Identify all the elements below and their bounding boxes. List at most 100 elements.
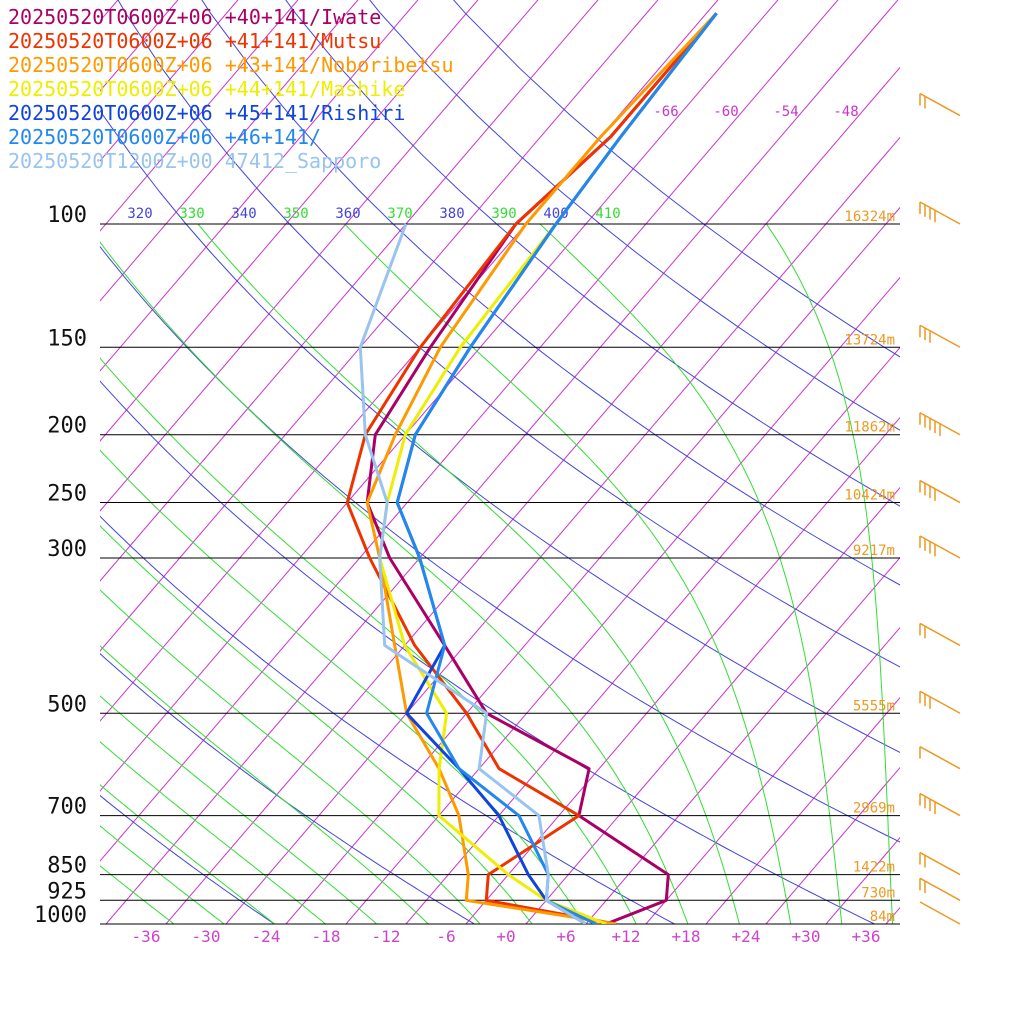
moist-adiabat-line <box>100 695 378 924</box>
barb-staff <box>919 690 961 714</box>
pressure-label: 700 <box>47 795 87 820</box>
moist-adiabat-line <box>100 784 276 924</box>
dry-adiabat-line <box>100 515 676 924</box>
dry-adiabat-line <box>285 0 900 507</box>
x-tick-label: -24 <box>252 927 281 946</box>
wind-barbs <box>919 92 961 925</box>
wind-barb <box>919 201 961 225</box>
theta-label: 320 <box>127 206 152 222</box>
barb-staff <box>919 201 961 225</box>
theta-label: 350 <box>283 206 308 222</box>
legend-entry: 20250520T0600Z+06 +44+141/Mashike <box>8 77 405 101</box>
moist-adiabat-line <box>539 223 843 924</box>
theta-label: 390 <box>491 206 516 222</box>
profile-line <box>365 12 718 924</box>
theta-label: 340 <box>231 206 256 222</box>
x-axis-ticks: -36 -30 -24 -18 -12 -6 +0 +6 +12 +18 +24 +30 +36 <box>132 927 881 946</box>
wind-barb <box>919 479 961 504</box>
upper-temp-label: -60 <box>713 104 738 120</box>
x-tick-label: +0 <box>496 927 515 946</box>
height-label: 84m <box>870 909 895 925</box>
height-label: 730m <box>861 885 895 901</box>
wind-barb <box>919 92 961 117</box>
dry-adiabat-line <box>100 794 276 924</box>
profile-line <box>378 12 718 924</box>
pressure-label: 150 <box>47 326 87 351</box>
x-tick-label: +30 <box>792 927 821 946</box>
profile-line <box>395 12 718 924</box>
wind-barb <box>919 877 961 901</box>
barb-staff <box>919 877 961 901</box>
dry-adiabat-line <box>100 245 900 843</box>
chart-legend: 20250520T0600Z+06 +40+141/Iwate20250520T… <box>8 5 454 173</box>
isotherm-line <box>525 486 900 924</box>
dry-adiabat-line <box>201 0 900 586</box>
wind-barb <box>919 746 961 770</box>
wind-barb <box>919 412 961 436</box>
pressure-label: 200 <box>47 414 87 439</box>
theta-label: 370 <box>387 206 412 222</box>
dry-adiabat-line <box>117 0 900 668</box>
dry-adiabat-lines <box>100 0 900 924</box>
isotherm-line <box>100 0 299 232</box>
wind-barb <box>919 535 961 559</box>
isotherm-line <box>946 0 1024 924</box>
moist-adiabat-line <box>100 589 481 924</box>
legend-entry: 20250520T0600Z+06 +45+141/Rishiri <box>8 101 405 125</box>
isotherm-line <box>765 766 900 924</box>
theta-label: 400 <box>543 206 568 222</box>
theta-label: 410 <box>595 206 620 222</box>
x-tick-label: -36 <box>132 927 161 946</box>
x-tick-label: +24 <box>732 927 761 946</box>
pressure-label: 925 <box>47 879 87 904</box>
moist-adiabat-line <box>197 223 740 924</box>
height-label: 1422m <box>853 860 895 876</box>
barb-staff <box>919 92 961 117</box>
height-label: 13724m <box>844 332 895 348</box>
isotherm-line <box>585 556 900 924</box>
height-label: 9217m <box>853 543 895 559</box>
legend-entry: 20250520T0600Z+06 +41+141/Mutsu <box>8 29 381 53</box>
isotherm-line <box>465 416 900 924</box>
height-label: 11862m <box>844 420 895 436</box>
upper-temp-label: -54 <box>773 104 798 120</box>
legend-entry: 20250520T0600Z+06 +43+141/Noboribetsu <box>8 53 454 77</box>
barb-staff <box>919 622 961 647</box>
dry-adiabat-line <box>100 109 900 754</box>
barb-staff <box>919 901 961 925</box>
pressure-label: 300 <box>47 537 87 562</box>
barb-staff <box>919 479 961 504</box>
height-label: 5555m <box>853 698 895 714</box>
x-tick-label: +18 <box>672 927 701 946</box>
isotherm-line <box>645 626 900 924</box>
upper-temp-labels: -66 -60 -54 -48 <box>653 104 858 120</box>
moist-adiabat-line <box>100 741 327 924</box>
isotherm-line <box>225 136 900 924</box>
moist-adiabat-line <box>766 223 894 924</box>
isotherm-line <box>100 0 419 372</box>
profile-line <box>358 223 587 924</box>
theta-label: 380 <box>439 206 464 222</box>
temperature-profiles <box>345 12 718 924</box>
isotherm-line <box>100 0 359 302</box>
legend-entry: 20250520T0600Z+06 +40+141/Iwate <box>8 5 381 29</box>
barb-staff <box>919 746 961 770</box>
wind-barb <box>919 792 961 817</box>
wind-barb <box>919 324 961 348</box>
barb-staff <box>919 851 961 876</box>
theta-labels: 320 330 340 350 360 370 380 390 400 410 <box>127 206 620 222</box>
dry-adiabat-line <box>100 380 876 924</box>
theta-label: 330 <box>179 206 204 222</box>
barb-staff <box>919 792 961 817</box>
isotherm-line <box>825 836 900 924</box>
isotherm-line <box>705 696 900 924</box>
x-tick-label: +12 <box>612 927 641 946</box>
wind-barb <box>919 901 961 925</box>
pressure-label: 850 <box>47 854 87 879</box>
moist-adiabat-line <box>344 223 792 924</box>
upper-temp-label: -48 <box>833 104 858 120</box>
dry-adiabat-line <box>100 653 476 924</box>
pressure-label: 500 <box>47 692 87 717</box>
wind-barb <box>919 851 961 876</box>
